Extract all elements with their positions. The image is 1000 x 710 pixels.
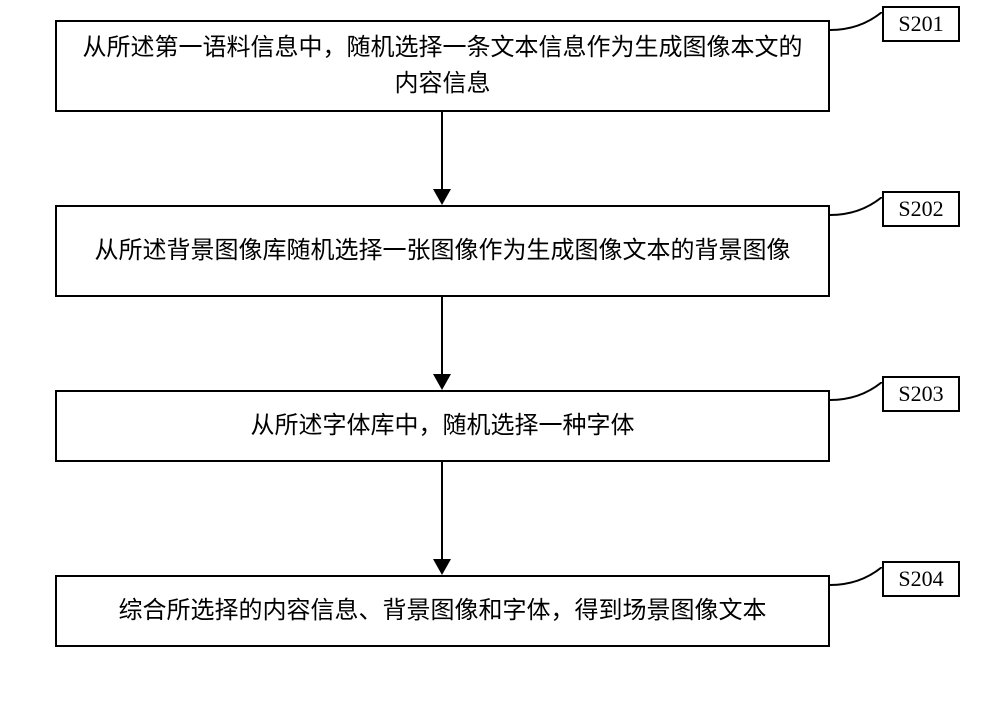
flow-step-text: 从所述第一语料信息中，随机选择一条文本信息作为生成图像本文的内容信息 bbox=[77, 30, 808, 102]
flow-step-s202: 从所述背景图像库随机选择一张图像作为生成图像文本的背景图像 bbox=[55, 205, 830, 297]
arrow-head-icon bbox=[433, 559, 451, 575]
flow-label-text: S202 bbox=[898, 196, 943, 222]
flow-step-s204: 综合所选择的内容信息、背景图像和字体，得到场景图像文本 bbox=[55, 575, 830, 647]
flow-label-s204: S204 bbox=[882, 561, 960, 597]
arrow-line bbox=[441, 112, 443, 189]
flow-step-text: 从所述字体库中，随机选择一种字体 bbox=[251, 408, 635, 444]
arrow-head-icon bbox=[433, 374, 451, 390]
flow-label-s202: S202 bbox=[882, 191, 960, 227]
flow-label-s201: S201 bbox=[882, 6, 960, 42]
connector-s202 bbox=[830, 197, 885, 227]
arrow-line bbox=[441, 462, 443, 559]
flow-step-text: 综合所选择的内容信息、背景图像和字体，得到场景图像文本 bbox=[119, 593, 767, 629]
connector-s204 bbox=[830, 567, 885, 597]
flow-step-text: 从所述背景图像库随机选择一张图像作为生成图像文本的背景图像 bbox=[95, 233, 791, 269]
flow-label-text: S203 bbox=[898, 381, 943, 407]
arrow-head-icon bbox=[433, 189, 451, 205]
flow-label-text: S201 bbox=[898, 11, 943, 37]
flow-step-s201: 从所述第一语料信息中，随机选择一条文本信息作为生成图像本文的内容信息 bbox=[55, 20, 830, 112]
flow-label-s203: S203 bbox=[882, 376, 960, 412]
flow-label-text: S204 bbox=[898, 566, 943, 592]
arrow-line bbox=[441, 297, 443, 374]
connector-s203 bbox=[830, 382, 885, 412]
connector-s201 bbox=[830, 12, 885, 42]
flow-step-s203: 从所述字体库中，随机选择一种字体 bbox=[55, 390, 830, 462]
